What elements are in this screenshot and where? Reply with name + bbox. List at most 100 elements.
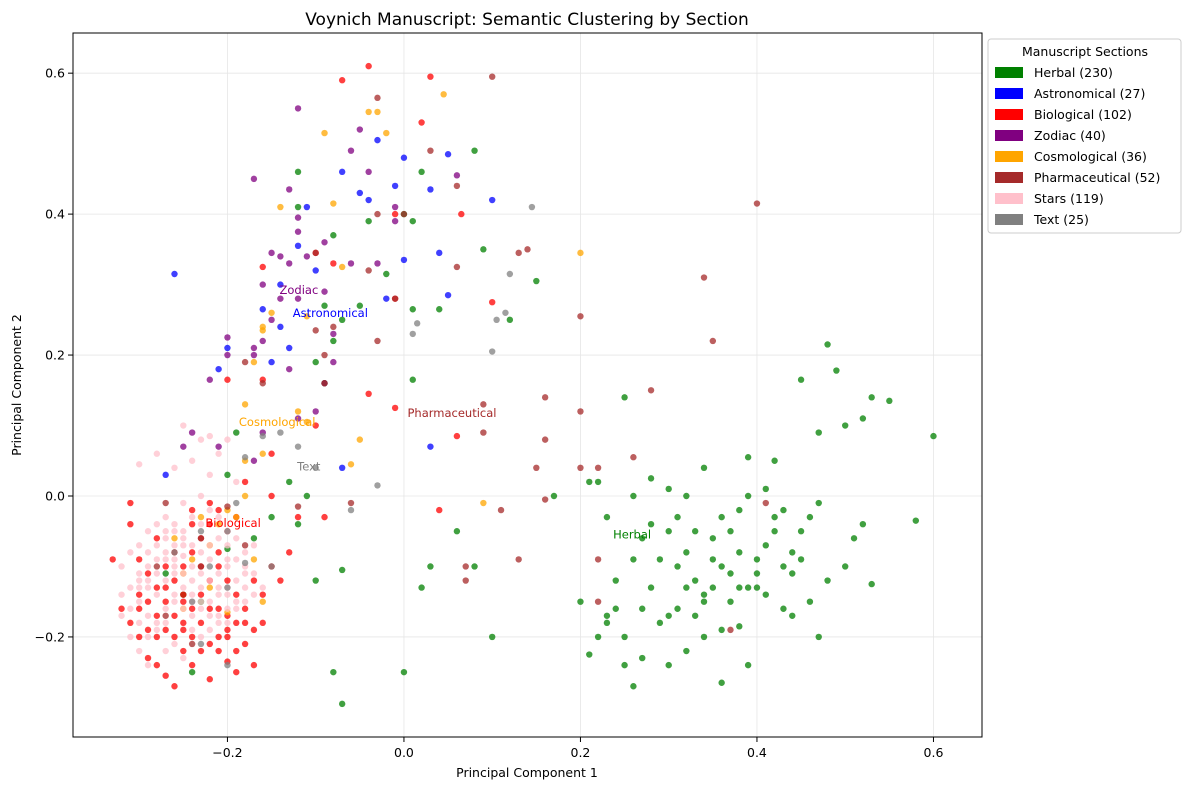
data-point (144, 570, 152, 577)
data-point (603, 619, 611, 627)
data-point (135, 461, 143, 468)
data-point (268, 309, 275, 316)
data-point (528, 203, 536, 211)
data-point (250, 570, 258, 577)
data-point (180, 584, 187, 591)
data-point (144, 598, 152, 605)
data-point (215, 520, 222, 528)
legend-item-label: Cosmological (36) (1034, 149, 1147, 164)
data-point (488, 196, 496, 204)
y-tick-label: 0.6 (45, 66, 65, 81)
data-point (506, 316, 514, 324)
data-point (197, 513, 205, 521)
data-point (930, 432, 937, 440)
data-point (683, 492, 690, 500)
legend-item-label: Stars (119) (1034, 191, 1104, 206)
data-point (206, 626, 213, 634)
data-point (744, 584, 752, 591)
data-point (762, 499, 769, 507)
data-point (153, 591, 161, 598)
data-point (577, 464, 584, 472)
data-point (842, 422, 849, 429)
data-point (197, 640, 205, 648)
data-point (259, 619, 266, 627)
data-point (789, 612, 796, 619)
data-point (374, 94, 381, 102)
data-point (850, 535, 858, 542)
data-point (171, 591, 178, 598)
data-point (541, 394, 549, 401)
data-point (144, 626, 152, 634)
data-point (233, 535, 240, 542)
data-point (144, 661, 152, 669)
data-point (233, 647, 240, 655)
data-point (374, 260, 381, 267)
data-point (294, 408, 302, 415)
data-point (127, 619, 134, 627)
data-point (215, 647, 222, 655)
data-point (206, 612, 213, 619)
legend-swatch (995, 193, 1023, 204)
legend-swatch (995, 214, 1023, 225)
data-point (153, 633, 161, 641)
data-point (259, 584, 266, 591)
data-point (171, 520, 178, 528)
data-point (224, 351, 231, 359)
data-point (294, 203, 302, 211)
cluster-labels: Zodiac Astronomical Pharmaceutical Cosmolog… (205, 283, 651, 542)
data-point (197, 598, 205, 605)
data-point (683, 549, 690, 556)
data-point (153, 619, 161, 627)
data-point (471, 563, 478, 570)
data-point (321, 351, 328, 359)
data-point (286, 478, 293, 486)
series-biological (109, 62, 496, 690)
data-point (356, 126, 364, 133)
data-point (224, 436, 231, 443)
data-point (127, 633, 134, 641)
data-point (162, 471, 169, 479)
data-point (180, 626, 187, 634)
data-point (197, 535, 205, 542)
data-point (312, 422, 319, 429)
data-point (162, 513, 169, 521)
data-point (135, 647, 143, 655)
legend-entries: Herbal (230) Astronomical (27) Biological … (995, 65, 1160, 227)
data-point (206, 499, 213, 507)
data-point (171, 535, 178, 542)
data-point (171, 598, 178, 605)
data-point (188, 598, 196, 605)
y-tick-label: 0.0 (45, 488, 65, 503)
data-point (180, 619, 187, 627)
data-point (180, 598, 187, 605)
data-point (171, 612, 178, 619)
data-point (330, 323, 337, 331)
cluster-label-text: Text (296, 459, 321, 473)
data-point (612, 605, 619, 612)
legend-item-label: Pharmaceutical (52) (1034, 170, 1160, 185)
data-point (577, 313, 584, 320)
data-point (250, 457, 258, 464)
data-point (700, 633, 708, 641)
data-point (162, 549, 169, 556)
data-point (338, 566, 346, 574)
data-point (418, 119, 425, 126)
data-point (206, 640, 213, 648)
data-point (135, 633, 143, 641)
data-point (586, 651, 593, 658)
data-point (347, 506, 355, 514)
data-point (683, 584, 690, 591)
data-point (215, 513, 222, 521)
data-point (886, 397, 893, 405)
data-point (409, 376, 416, 383)
data-point (338, 77, 346, 84)
data-point (374, 482, 381, 489)
series-pharmaceutical (153, 73, 769, 648)
data-point (365, 217, 372, 225)
data-point (427, 563, 434, 570)
data-point (453, 263, 461, 271)
data-point (674, 513, 681, 521)
data-point (718, 513, 725, 521)
data-point (224, 584, 231, 591)
data-point (233, 668, 240, 676)
